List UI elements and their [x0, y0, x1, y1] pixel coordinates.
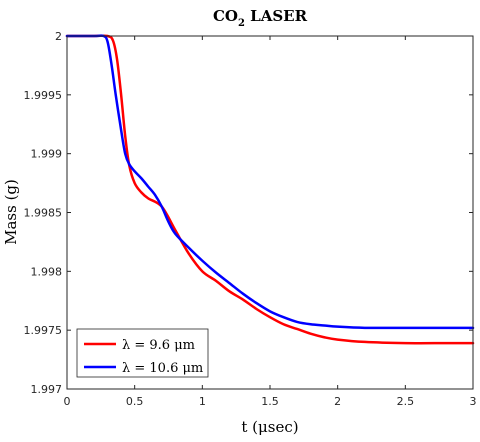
y-tick-label: 2	[55, 30, 62, 43]
series-line-1	[65, 34, 475, 330]
y-tick-label: 1.998	[31, 265, 63, 278]
x-tick-label: 0.5	[126, 395, 144, 408]
chart-title-rest: LASER	[245, 7, 308, 25]
y-axis-label: Mass (g)	[2, 179, 20, 245]
x-axis-label: t (μsec)	[241, 418, 298, 436]
legend-box	[76, 328, 209, 378]
x-tick-label: 2.5	[397, 395, 415, 408]
chart-title-subscript: 2	[238, 18, 245, 29]
x-tick-label: 1.5	[261, 395, 279, 408]
series-line-0	[65, 34, 475, 345]
ticks-layer: 0 0.5 1 1.5 2 2.5 3 1.997 1.9975 1.998 1.9985 1.999…	[24, 30, 477, 408]
y-tick-label: 1.9975	[24, 324, 63, 337]
x-tick-label: 0	[64, 395, 71, 408]
chart-title-main: CO	[213, 7, 238, 25]
legend: λ = 9.6 μm λ = 10.6 μm	[76, 328, 209, 378]
y-tick-label: 1.9985	[24, 207, 63, 220]
legend-entry-9-6: λ = 9.6 μm	[122, 338, 195, 353]
chart-title: CO2 LASER	[213, 7, 308, 29]
x-tick-label: 1	[199, 395, 206, 408]
legend-entry-10-6: λ = 10.6 μm	[122, 361, 203, 376]
y-tick-label: 1.999	[31, 148, 63, 161]
x-tick-label: 2	[334, 395, 341, 408]
x-tick-label: 3	[470, 395, 477, 408]
y-tick-label: 1.9995	[24, 89, 63, 102]
y-tick-label: 1.997	[31, 383, 63, 396]
series-layer	[65, 34, 475, 345]
